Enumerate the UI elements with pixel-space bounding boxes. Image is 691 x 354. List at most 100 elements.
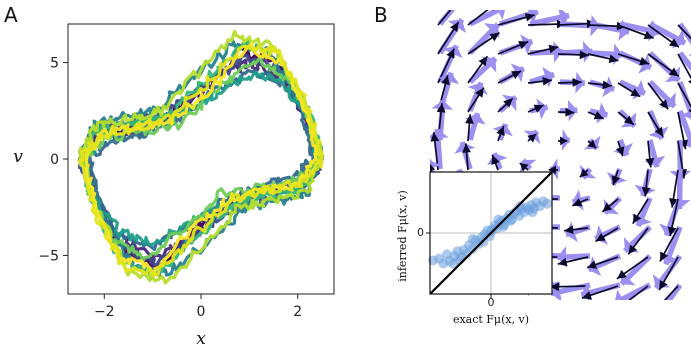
- inset-x-tick-0: 0: [488, 296, 495, 309]
- inferred-arrow-77-head: [557, 257, 568, 267]
- inset-y-tick-0: 0: [417, 226, 424, 239]
- inferred-arrow-89-head: [652, 304, 661, 314]
- inferred-arrow-88-shaft: [627, 285, 649, 300]
- exact-arrow-31-head: [567, 99, 578, 122]
- exact-arrow-2-head: [528, 10, 538, 25]
- inferred-arrow-89-shaft: [663, 285, 679, 300]
- exact-arrow-89-shaft: [665, 283, 683, 300]
- identity-line: [429, 171, 553, 295]
- inferred-arrow-52-head: [641, 187, 651, 197]
- inset-points: [426, 171, 553, 298]
- inferred-arrow-36-head: [436, 103, 446, 113]
- inferred-arrow-47-head: [491, 154, 500, 165]
- exact-arrow-26-shaft: [677, 81, 691, 121]
- inferred-arrow-40-head: [559, 136, 568, 146]
- exact-arrow-11-head: [520, 34, 533, 55]
- exact-arrow-88-head: [615, 289, 623, 300]
- inferred-arrow-61-head: [632, 213, 642, 224]
- y-tick-label-1: 0: [50, 152, 59, 168]
- panel-a-chart: −2 0 2 −5 0 5 x v: [13, 23, 335, 349]
- exact-arrow-19-head: [481, 56, 497, 73]
- inferred-arrow-81-head: [413, 258, 422, 268]
- inset-point-39: [542, 198, 553, 209]
- exact-arrow-8-head: [688, 54, 691, 56]
- inferred-arrow-18-head: [446, 48, 455, 59]
- inferred-arrow-26-head: [688, 108, 691, 113]
- inferred-arrow-48-head: [519, 163, 529, 172]
- exact-arrow-43-head: [644, 155, 666, 168]
- exact-arrow-26-head: [680, 110, 691, 119]
- inferred-arrow-59-head: [572, 198, 583, 207]
- inferred-arrow-63-head: [421, 194, 429, 204]
- inferred-arrow-31-head: [565, 107, 575, 117]
- exact-arrow-16-head: [665, 66, 680, 83]
- y-tick-label-2: 5: [50, 56, 59, 72]
- inferred-arrow-12-head: [548, 44, 559, 54]
- inferred-arrow-15-head: [639, 56, 650, 66]
- inferred-arrow-34-head: [654, 126, 664, 137]
- inset-y-label: inferred Fμ(x, v): [396, 190, 409, 282]
- inferred-arrow-80-head: [659, 280, 668, 291]
- exact-arrow-45-head: [430, 129, 449, 139]
- inferred-arrow-88-head: [622, 299, 623, 300]
- inferred-arrow-71-head: [659, 251, 669, 262]
- exact-arrow-1-shaft: [468, 10, 505, 27]
- inferred-arrow-87-head: [582, 291, 592, 300]
- exact-arrow-8-shaft: [677, 22, 691, 45]
- inferred-arrow-32-head: [593, 111, 604, 120]
- inferred-arrow-79-head: [616, 270, 627, 279]
- inferred-arrow-39-head: [527, 134, 537, 143]
- exact-arrow-5-head: [618, 19, 630, 41]
- inferred-arrow-13-head: [579, 50, 589, 60]
- inferred-arrow-60-head: [602, 202, 613, 212]
- inferred-arrow-38-head: [496, 126, 505, 136]
- inferred-arrow-20-head: [511, 70, 522, 80]
- inferred-arrow-22-head: [572, 78, 582, 87]
- x-axis-label: x: [196, 329, 206, 349]
- inferred-arrow-53-head: [669, 197, 678, 208]
- exact-arrow-81-head: [413, 253, 430, 267]
- inferred-arrow-21-head: [542, 76, 552, 86]
- inferred-arrow-54-head: [430, 163, 436, 172]
- inferred-arrow-28-head: [475, 87, 484, 98]
- inset-point-46: [527, 207, 538, 218]
- inferred-arrow-68-head: [564, 225, 574, 235]
- inferred-arrow-49-head: [548, 165, 557, 175]
- exact-arrow-3-head: [558, 10, 570, 29]
- trajectory-lines: [77, 29, 325, 285]
- exact-arrow-89-head: [653, 304, 671, 318]
- inferred-arrow-33-head: [623, 115, 634, 125]
- inset-point-47: [467, 234, 478, 245]
- inferred-arrow-29-head: [503, 98, 513, 108]
- exact-arrow-37-head: [464, 113, 486, 125]
- exact-arrow-70-head: [623, 237, 639, 253]
- exact-arrow-86-head: [550, 281, 562, 300]
- inferred-arrow-46-head: [462, 143, 471, 153]
- inferred-arrow-16-head: [668, 67, 679, 77]
- inferred-arrow-50-head: [579, 168, 589, 178]
- inset-x-label: exact Fμ(x, v): [453, 313, 529, 326]
- inferred-arrow-70-head: [628, 244, 638, 255]
- inferred-arrow-1-head: [493, 10, 495, 11]
- exact-arrow-54-head: [430, 160, 442, 169]
- inferred-arrow-43-head: [645, 158, 655, 168]
- trajectory-line-10: [77, 42, 324, 278]
- inferred-arrow-42-head: [615, 146, 625, 157]
- inferred-arrow-45-head: [430, 132, 440, 142]
- inferred-arrow-41-head: [587, 139, 597, 149]
- x-tick-label-2: 2: [293, 304, 302, 320]
- exact-arrow-0-shaft: [437, 10, 456, 26]
- inferred-arrow-2-head: [524, 13, 535, 22]
- x-tick-label-1: 0: [197, 304, 206, 320]
- inferred-arrow-86-head: [550, 282, 560, 292]
- inferred-arrow-7-head: [668, 38, 679, 48]
- exact-arrow-27-head: [438, 72, 460, 85]
- inferred-arrow-27-head: [441, 75, 450, 86]
- panel-b-label: B: [374, 3, 388, 27]
- exact-arrow-41-head: [583, 135, 601, 150]
- panel-a-label: A: [4, 3, 18, 27]
- exact-arrow-0-head: [452, 0, 469, 7]
- exact-arrow-21-head: [542, 66, 555, 88]
- y-axis-label: v: [13, 147, 23, 167]
